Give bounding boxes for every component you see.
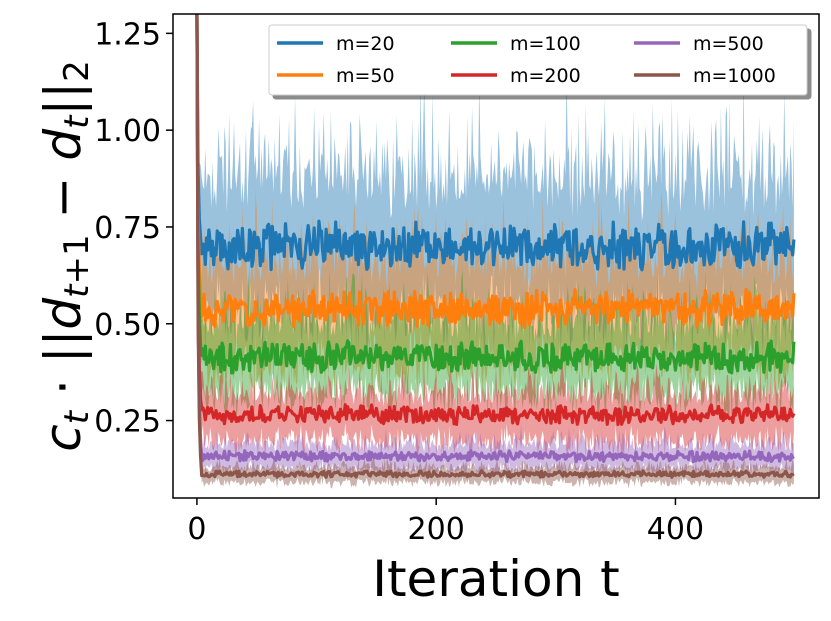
svg-text:ct · ||dt+1 − dt||2: ct · ||dt+1 − dt||2 [34,60,97,452]
legend-item: m=50 [277,65,395,87]
y-tick-label: 0.75 [94,211,161,246]
legend-item: m=20 [277,33,395,55]
line-m-20 [195,14,796,272]
y-axis-label: ct · ||dt+1 − dt||2 [34,60,97,452]
legend-label: m=20 [336,33,395,55]
band-m-20 [196,14,794,366]
legend-label: m=200 [510,65,581,87]
line-m-100 [195,14,796,375]
line-m-200 [195,14,796,427]
legend-label: m=100 [510,33,581,55]
y-tick-label: 1.00 [94,114,161,149]
line-m-1000 [195,14,795,479]
y-tick-label: 1.25 [94,17,161,52]
x-axis-ticks: 0 200 400 [187,498,704,547]
line-m-500 [195,14,795,464]
x-tick-label: 0 [187,512,206,547]
x-axis-label: Iteration t [372,550,620,608]
legend: m=20 m=50 m=100 m=200 m=500 m=1000 [268,24,808,96]
legend-item: m=200 [451,65,581,87]
legend-label: m=500 [693,33,764,55]
legend-label: m=1000 [693,65,776,87]
legend-item: m=500 [634,33,764,55]
x-tick-label: 400 [647,512,704,547]
plot-frame [172,13,820,499]
legend-label: m=50 [336,65,395,87]
y-axis-ticks: 0.25 0.50 0.75 1.00 1.25 [94,17,173,440]
x-tick-label: 200 [408,512,465,547]
y-tick-label: 0.50 [94,308,161,343]
series-lines [195,14,796,479]
legend-item: m=100 [451,33,581,55]
y-tick-label: 0.25 [94,405,161,440]
legend-item: m=1000 [634,65,776,87]
band-m-100 [196,14,794,427]
line-m-50 [195,14,796,330]
